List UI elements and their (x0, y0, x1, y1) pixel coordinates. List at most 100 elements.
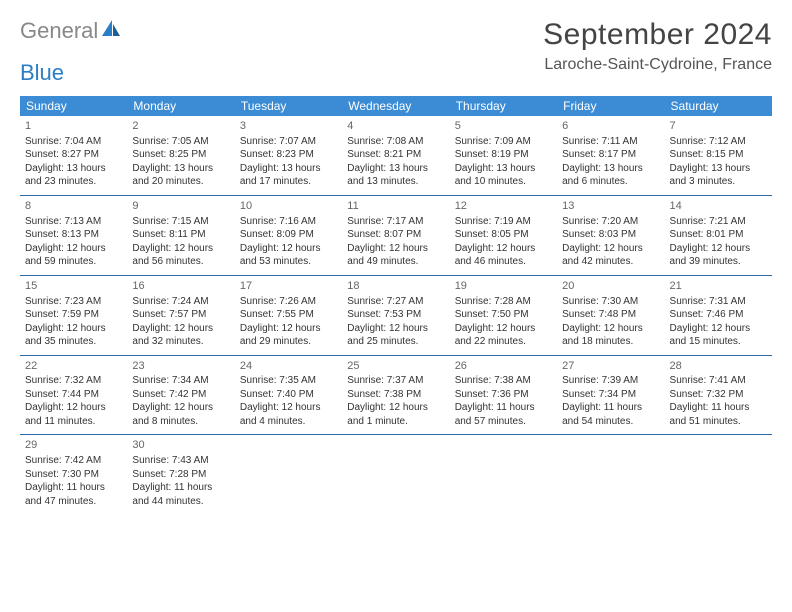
day-cell (342, 435, 449, 514)
daylight-text: Daylight: 13 hours and 6 minutes. (562, 162, 659, 189)
day-cell: 4Sunrise: 7:08 AMSunset: 8:21 PMDaylight… (342, 116, 449, 195)
sunrise-text: Sunrise: 7:17 AM (347, 215, 444, 229)
day-number: 10 (240, 199, 337, 214)
daylight-text: Daylight: 12 hours and 15 minutes. (670, 322, 767, 349)
sunset-text: Sunset: 7:48 PM (562, 308, 659, 322)
daylight-text: Daylight: 11 hours and 57 minutes. (455, 401, 552, 428)
week-row: 8Sunrise: 7:13 AMSunset: 8:13 PMDaylight… (20, 195, 772, 275)
month-title: September 2024 (543, 18, 772, 52)
col-mon: Monday (127, 96, 234, 116)
day-number: 25 (347, 359, 444, 374)
day-cell: 27Sunrise: 7:39 AMSunset: 7:34 PMDayligh… (557, 355, 664, 435)
day-number: 20 (562, 279, 659, 294)
day-cell: 15Sunrise: 7:23 AMSunset: 7:59 PMDayligh… (20, 275, 127, 355)
daylight-text: Daylight: 13 hours and 3 minutes. (670, 162, 767, 189)
day-cell: 14Sunrise: 7:21 AMSunset: 8:01 PMDayligh… (665, 195, 772, 275)
daylight-text: Daylight: 12 hours and 4 minutes. (240, 401, 337, 428)
location: Laroche-Saint-Cydroine, France (543, 56, 772, 74)
logo: General (20, 18, 122, 44)
week-row: 15Sunrise: 7:23 AMSunset: 7:59 PMDayligh… (20, 275, 772, 355)
sunrise-text: Sunrise: 7:20 AM (562, 215, 659, 229)
col-fri: Friday (557, 96, 664, 116)
day-cell: 24Sunrise: 7:35 AMSunset: 7:40 PMDayligh… (235, 355, 342, 435)
col-sun: Sunday (20, 96, 127, 116)
day-number: 1 (25, 119, 122, 134)
sunrise-text: Sunrise: 7:32 AM (25, 374, 122, 388)
sunrise-text: Sunrise: 7:37 AM (347, 374, 444, 388)
sunset-text: Sunset: 7:34 PM (562, 388, 659, 402)
daylight-text: Daylight: 12 hours and 18 minutes. (562, 322, 659, 349)
day-cell: 1Sunrise: 7:04 AMSunset: 8:27 PMDaylight… (20, 116, 127, 195)
daylight-text: Daylight: 12 hours and 53 minutes. (240, 242, 337, 269)
weekday-header-row: Sunday Monday Tuesday Wednesday Thursday… (20, 96, 772, 116)
day-cell: 20Sunrise: 7:30 AMSunset: 7:48 PMDayligh… (557, 275, 664, 355)
sunset-text: Sunset: 7:30 PM (25, 468, 122, 482)
col-sat: Saturday (665, 96, 772, 116)
day-cell: 8Sunrise: 7:13 AMSunset: 8:13 PMDaylight… (20, 195, 127, 275)
day-number: 29 (25, 438, 122, 453)
day-cell: 6Sunrise: 7:11 AMSunset: 8:17 PMDaylight… (557, 116, 664, 195)
day-number: 22 (25, 359, 122, 374)
day-cell (450, 435, 557, 514)
day-cell: 19Sunrise: 7:28 AMSunset: 7:50 PMDayligh… (450, 275, 557, 355)
daylight-text: Daylight: 12 hours and 22 minutes. (455, 322, 552, 349)
sunset-text: Sunset: 8:21 PM (347, 148, 444, 162)
day-cell: 16Sunrise: 7:24 AMSunset: 7:57 PMDayligh… (127, 275, 234, 355)
sunrise-text: Sunrise: 7:34 AM (132, 374, 229, 388)
day-cell: 3Sunrise: 7:07 AMSunset: 8:23 PMDaylight… (235, 116, 342, 195)
day-number: 11 (347, 199, 444, 214)
sunrise-text: Sunrise: 7:31 AM (670, 295, 767, 309)
daylight-text: Daylight: 13 hours and 10 minutes. (455, 162, 552, 189)
sunrise-text: Sunrise: 7:19 AM (455, 215, 552, 229)
day-cell: 9Sunrise: 7:15 AMSunset: 8:11 PMDaylight… (127, 195, 234, 275)
day-number: 6 (562, 119, 659, 134)
sunrise-text: Sunrise: 7:41 AM (670, 374, 767, 388)
sunrise-text: Sunrise: 7:08 AM (347, 135, 444, 149)
day-cell: 22Sunrise: 7:32 AMSunset: 7:44 PMDayligh… (20, 355, 127, 435)
day-number: 17 (240, 279, 337, 294)
col-tue: Tuesday (235, 96, 342, 116)
sunrise-text: Sunrise: 7:09 AM (455, 135, 552, 149)
day-number: 27 (562, 359, 659, 374)
day-cell: 26Sunrise: 7:38 AMSunset: 7:36 PMDayligh… (450, 355, 557, 435)
sunset-text: Sunset: 7:38 PM (347, 388, 444, 402)
sunset-text: Sunset: 7:32 PM (670, 388, 767, 402)
day-number: 13 (562, 199, 659, 214)
sunrise-text: Sunrise: 7:16 AM (240, 215, 337, 229)
sunset-text: Sunset: 7:55 PM (240, 308, 337, 322)
sunset-text: Sunset: 7:40 PM (240, 388, 337, 402)
sunset-text: Sunset: 8:09 PM (240, 228, 337, 242)
day-number: 30 (132, 438, 229, 453)
week-row: 29Sunrise: 7:42 AMSunset: 7:30 PMDayligh… (20, 435, 772, 514)
week-row: 22Sunrise: 7:32 AMSunset: 7:44 PMDayligh… (20, 355, 772, 435)
sunrise-text: Sunrise: 7:11 AM (562, 135, 659, 149)
day-number: 9 (132, 199, 229, 214)
sunrise-text: Sunrise: 7:30 AM (562, 295, 659, 309)
day-number: 21 (670, 279, 767, 294)
daylight-text: Daylight: 12 hours and 25 minutes. (347, 322, 444, 349)
day-cell: 23Sunrise: 7:34 AMSunset: 7:42 PMDayligh… (127, 355, 234, 435)
sunrise-text: Sunrise: 7:43 AM (132, 454, 229, 468)
title-block: September 2024 Laroche-Saint-Cydroine, F… (543, 18, 772, 74)
col-wed: Wednesday (342, 96, 449, 116)
week-row: 1Sunrise: 7:04 AMSunset: 8:27 PMDaylight… (20, 116, 772, 195)
sunset-text: Sunset: 8:17 PM (562, 148, 659, 162)
sunset-text: Sunset: 7:42 PM (132, 388, 229, 402)
sunrise-text: Sunrise: 7:23 AM (25, 295, 122, 309)
sunrise-text: Sunrise: 7:35 AM (240, 374, 337, 388)
day-number: 23 (132, 359, 229, 374)
sunset-text: Sunset: 8:11 PM (132, 228, 229, 242)
daylight-text: Daylight: 11 hours and 47 minutes. (25, 481, 122, 508)
day-number: 14 (670, 199, 767, 214)
day-cell: 17Sunrise: 7:26 AMSunset: 7:55 PMDayligh… (235, 275, 342, 355)
calendar-table: Sunday Monday Tuesday Wednesday Thursday… (20, 96, 772, 514)
day-cell: 12Sunrise: 7:19 AMSunset: 8:05 PMDayligh… (450, 195, 557, 275)
sunrise-text: Sunrise: 7:42 AM (25, 454, 122, 468)
sunset-text: Sunset: 8:15 PM (670, 148, 767, 162)
sunset-text: Sunset: 8:27 PM (25, 148, 122, 162)
day-cell: 2Sunrise: 7:05 AMSunset: 8:25 PMDaylight… (127, 116, 234, 195)
day-cell: 13Sunrise: 7:20 AMSunset: 8:03 PMDayligh… (557, 195, 664, 275)
sunset-text: Sunset: 8:07 PM (347, 228, 444, 242)
day-number: 4 (347, 119, 444, 134)
day-number: 7 (670, 119, 767, 134)
